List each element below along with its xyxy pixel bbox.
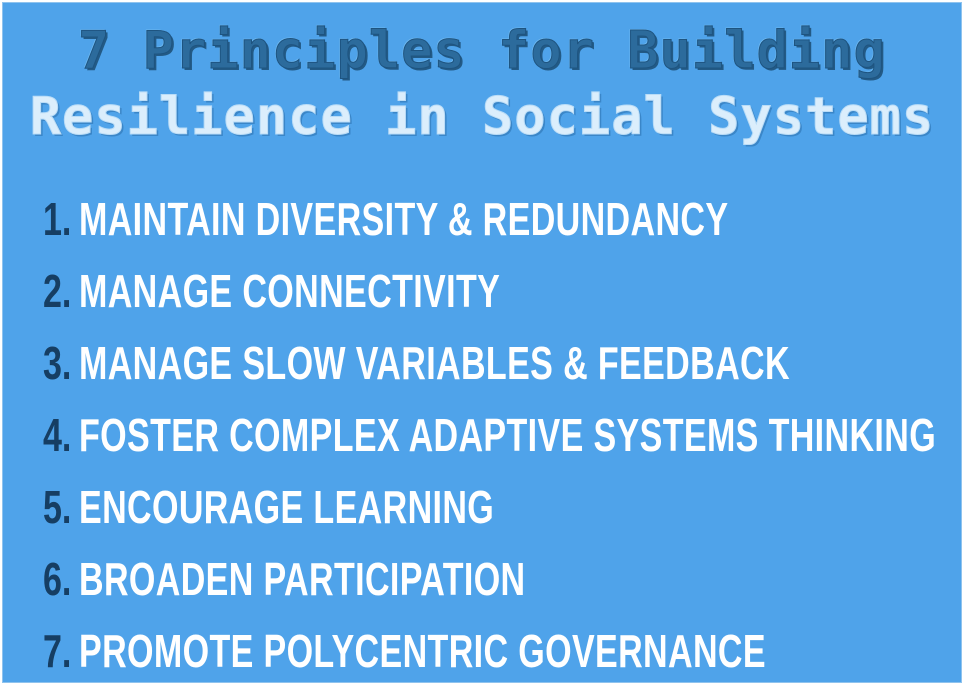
principle-item-6: 6. BROADEN PARTICIPATION (43, 543, 961, 615)
principle-number: 4. (43, 409, 72, 461)
principle-number: 2. (43, 265, 72, 317)
principle-text: MANAGE CONNECTIVITY (79, 265, 501, 317)
principle-item-5: 5. ENCOURAGE LEARNING (43, 471, 961, 543)
principle-text: MAINTAIN DIVERSITY & REDUNDANCY (79, 193, 729, 245)
principles-list: 1. MAINTAIN DIVERSITY & REDUNDANCY 2. MA… (43, 183, 961, 682)
principle-item-2: 2. MANAGE CONNECTIVITY (43, 255, 961, 327)
principle-text: BROADEN PARTICIPATION (79, 553, 526, 605)
principle-text: MANAGE SLOW VARIABLES & FEEDBACK (79, 337, 790, 389)
principle-number: 6. (43, 553, 72, 605)
principle-item-1: 1. MAINTAIN DIVERSITY & REDUNDANCY (43, 183, 961, 255)
principle-text: PROMOTE POLYCENTRIC GOVERNANCE (79, 625, 766, 677)
principle-number: 5. (43, 481, 72, 533)
principle-text: FOSTER COMPLEX ADAPTIVE SYSTEMS THINKING (79, 409, 937, 461)
title-line-2: Resilience in Social Systems (29, 87, 935, 147)
principle-number: 3. (43, 337, 72, 389)
principle-item-3: 3. MANAGE SLOW VARIABLES & FEEDBACK (43, 327, 961, 399)
principle-number: 1. (43, 193, 72, 245)
principle-number: 7. (43, 625, 72, 677)
title-line-1: 7 Principles for Building (78, 21, 886, 81)
principle-item-4: 4. FOSTER COMPLEX ADAPTIVE SYSTEMS THINK… (43, 399, 961, 471)
principle-item-7: 7. PROMOTE POLYCENTRIC GOVERNANCE (43, 615, 961, 682)
principle-text: ENCOURAGE LEARNING (79, 481, 495, 533)
